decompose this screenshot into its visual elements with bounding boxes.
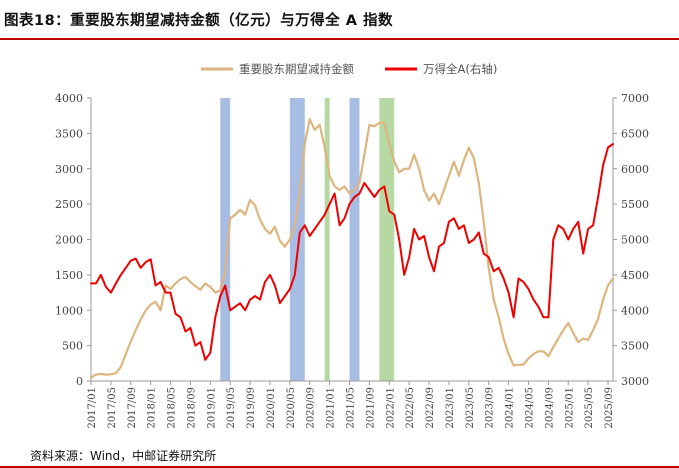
x-tick-label: 2019/05	[226, 387, 237, 429]
period-band-5	[379, 98, 395, 381]
period-band-3	[324, 98, 330, 381]
footer-divider	[0, 466, 679, 468]
x-tick-label: 2023/01	[445, 387, 456, 429]
x-tick-label: 2025/09	[604, 387, 615, 429]
legend-label-wind-a: 万得全A(右轴)	[423, 62, 497, 76]
y-left-tick-label: 1000	[55, 304, 83, 317]
x-tick-label: 2021/05	[346, 387, 357, 429]
period-bands	[220, 98, 395, 381]
x-tick-label: 2024/09	[544, 387, 555, 429]
y-right-tick-label: 3000	[621, 375, 649, 388]
x-tick-label: 2022/01	[385, 387, 396, 429]
x-tick-label: 2020/05	[286, 387, 297, 429]
series-line-wind-a	[90, 143, 614, 361]
x-tick-label: 2022/05	[405, 387, 416, 429]
period-band-1	[220, 98, 231, 381]
x-tick-label: 2025/01	[564, 387, 575, 429]
chart-legend: 重要股东期望减持金额 万得全A(右轴)	[201, 62, 497, 76]
y-right-tick-label: 4500	[621, 269, 649, 282]
source-note: 资料来源：Wind，中邮证券研究所	[30, 449, 217, 463]
x-tick-label: 2018/01	[147, 387, 158, 429]
x-tick-label: 2022/09	[425, 387, 436, 429]
y-left-tick-label: 0	[76, 375, 83, 388]
y-left-tick-label: 2500	[55, 198, 83, 211]
period-band-4	[349, 98, 360, 381]
x-tick-label: 2020/09	[306, 387, 317, 429]
x-tick-label: 2020/01	[266, 387, 277, 429]
x-tick-label: 2019/01	[206, 387, 217, 429]
y-left-tick-label: 1500	[55, 269, 83, 282]
x-tick-label: 2018/05	[167, 387, 178, 429]
y-right-tick-label: 5500	[621, 198, 649, 211]
y-right-tick-label: 4000	[621, 304, 649, 317]
x-tick-label: 2017/01	[87, 387, 98, 429]
title-divider	[0, 38, 679, 40]
chart-series	[89, 118, 615, 379]
x-tick-label: 2024/05	[524, 387, 535, 429]
y-right-tick-label: 6500	[621, 127, 649, 140]
x-tick-label: 2025/05	[584, 387, 595, 429]
series-line-reduction	[89, 118, 615, 379]
chart-title: 图表18：重要股东期望减持金额（亿元）与万得全 A 指数	[4, 13, 393, 29]
line-chart: 0 500 1000 1500 2000 2500 3000 3500 4000 3000 3500…	[55, 62, 649, 429]
x-tick-label: 2018/09	[186, 387, 197, 429]
x-tick-label: 2021/09	[365, 387, 376, 429]
x-tick-label: 2019/09	[246, 387, 257, 429]
chart-axes: 0 500 1000 1500 2000 2500 3000 3500 4000 3000 3500…	[55, 92, 649, 429]
y-left-tick-label: 2000	[55, 234, 83, 247]
y-right-tick-label: 5000	[621, 234, 649, 247]
y-right-tick-label: 7000	[621, 92, 649, 105]
y-left-tick-label: 500	[62, 340, 83, 353]
x-tick-label: 2017/05	[107, 387, 118, 429]
x-tick-label: 2023/05	[465, 387, 476, 429]
x-tick-label: 2021/01	[326, 387, 337, 429]
period-band-2	[289, 98, 305, 381]
x-tick-label: 2023/09	[485, 387, 496, 429]
x-tick-label: 2024/01	[505, 387, 516, 429]
y-right-tick-label: 3500	[621, 340, 649, 353]
y-right-tick-label: 6000	[621, 163, 649, 176]
y-left-tick-label: 4000	[55, 92, 83, 105]
x-tick-label: 2017/09	[127, 387, 138, 429]
legend-label-reduction: 重要股东期望减持金额	[239, 62, 354, 76]
y-left-tick-label: 3000	[55, 163, 83, 176]
y-left-tick-label: 3500	[55, 127, 83, 140]
